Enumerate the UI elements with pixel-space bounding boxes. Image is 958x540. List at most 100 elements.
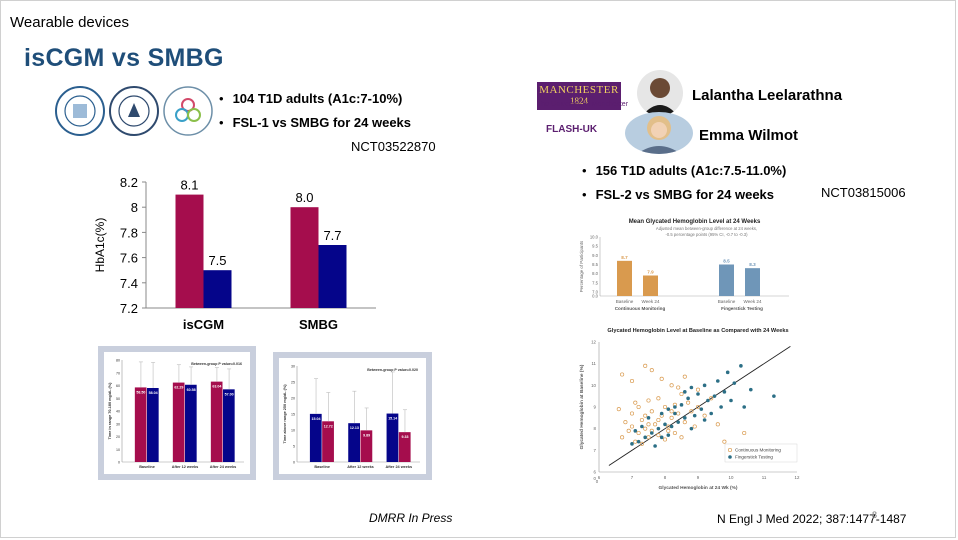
scatter-point [659,411,664,416]
bar [175,194,204,308]
category-label: After 24 weeks [210,465,237,469]
scatter-point [643,435,647,440]
scatter-point [659,435,664,440]
bullet-item: 156 T1D adults (A1c:7.5-11.0%) [582,159,787,183]
manchester-logo: MANCHESTER 1824 [537,82,621,110]
bullet-item: FSL-2 vs SMBG for 24 weeks [582,183,786,207]
scatter-point [633,429,638,433]
scatter-point [616,407,621,412]
avatar-emma [625,112,693,154]
scatter-point [666,407,671,411]
y-tick-label: 7.6 [120,251,138,266]
scatter-point [662,437,668,442]
scatter-point [656,396,661,401]
bar-value-label: 12.13 [350,426,359,430]
legend-marker [728,455,732,459]
page-number: 8 [872,510,878,520]
y-tick-label: 7.8 [120,225,138,240]
x-tick-label: 6 [598,475,601,480]
scatter-point [663,422,667,427]
y-tick-label: 7.4 [120,276,138,291]
scatter-point [689,426,694,431]
category-label: Week 24 [641,299,659,304]
scatter-point [719,405,723,409]
y-axis-title: Time above range 250 mg/dL (%) [283,384,287,444]
manchester-subtitle: The University of Manchester [537,101,629,108]
bar [210,381,223,462]
y-tick-label: 0 [594,476,597,481]
scatter-point [706,398,710,403]
scatter-point [682,374,687,379]
x-tick-label: 8 [664,475,667,480]
bar [134,387,147,462]
scatter-point [633,400,638,405]
scatter-point [742,430,747,436]
bar [203,270,232,308]
y-tick-label: 60 [116,384,120,388]
x-tick-label: 10 [729,475,734,480]
category-label: SMBG [299,317,338,332]
scatter-point [633,439,638,444]
y-tick-label: 70 [116,371,120,375]
chart-title: Glycated Hemoglobin Level at Baseline as… [607,328,788,334]
scatter-point [679,435,684,440]
y-tick-label: 50 [116,397,120,401]
y-tick-label: 25 [291,381,295,385]
bar-value-label: 8.7 [621,255,628,260]
scatter-point [702,383,707,388]
scatter-point [639,417,644,423]
y-tick-label: 7 [594,448,597,453]
p-value-note: Between-group P value=0.016 [191,362,242,366]
bar-value-label: 9.33 [401,435,408,439]
scatter-point [679,403,684,407]
scatter-point [630,442,634,446]
bar [386,413,399,462]
group-label: Continuous Monitoring [615,306,666,311]
legend-label: Fingerstick Testing [735,455,773,460]
scatter-point [716,379,720,383]
scatter-point [729,398,733,403]
scatter-point [686,400,691,405]
left-study-bullets: 104 T1D adults (A1c:7-10%) FSL-1 vs SMBG… [219,87,411,135]
y-tick-label: 10.0 [590,235,599,240]
bullet-item: FSL-1 vs SMBG for 24 weeks [219,111,411,135]
y-tick-label: 9.5 [592,244,598,249]
chart-subtitle: Adjusted mean between-group difference a… [656,226,757,231]
scatter-point [695,387,701,392]
nejm-scatter-chart: Glycated Hemoglobin Level at Baseline as… [579,328,800,491]
y-tick-label: 0 [293,461,295,465]
y-tick-label: 20 [116,435,120,439]
scatter-point [709,411,713,416]
y-tick-label: 9.0 [592,253,598,258]
p-value-note: Between-group P value=0.020 [367,368,418,372]
y-tick-label: 40 [116,410,120,414]
scatter-point [772,394,776,398]
y-tick-label: 6 [594,470,597,475]
bar-value-label: 57.00 [225,392,234,396]
x-tick-label: 11 [762,475,767,480]
scatter-point [646,398,651,403]
scatter-point [646,422,651,427]
scatter-point [712,394,717,398]
bar [309,413,322,462]
scatter-point [676,385,681,390]
scatter-point [722,390,727,394]
bar-value-label: 12.72 [324,424,333,428]
right-citation: N Engl J Med 2022; 387:1477-1487 [717,512,907,526]
left-citation: DMRR In Press [369,511,453,525]
bar-value-label: 15.14 [388,417,397,421]
scatter-point [672,430,677,436]
chart-subtitle: -0.5 percentage points (95% CI, -0.7 to … [666,232,749,237]
legend-box [724,443,798,463]
scatter-point [679,391,684,397]
person-name-2: Emma Wilmot [699,127,799,144]
scatter-point [696,392,700,396]
right-study-bullets: 156 T1D adults (A1c:7.5-11.0%) FSL-2 vs … [582,159,787,207]
nejm-bar-chart: Mean Glycated Hemoglobin Level at 24 Wee… [579,219,789,311]
category-label: Baseline [718,299,736,304]
y-tick-label: 10 [291,429,295,433]
y-tick-label: 80 [116,359,120,363]
x-tick-label: 0 [596,479,599,484]
category-label: Baseline [314,465,330,469]
x-tick-label: 9 [697,475,700,480]
